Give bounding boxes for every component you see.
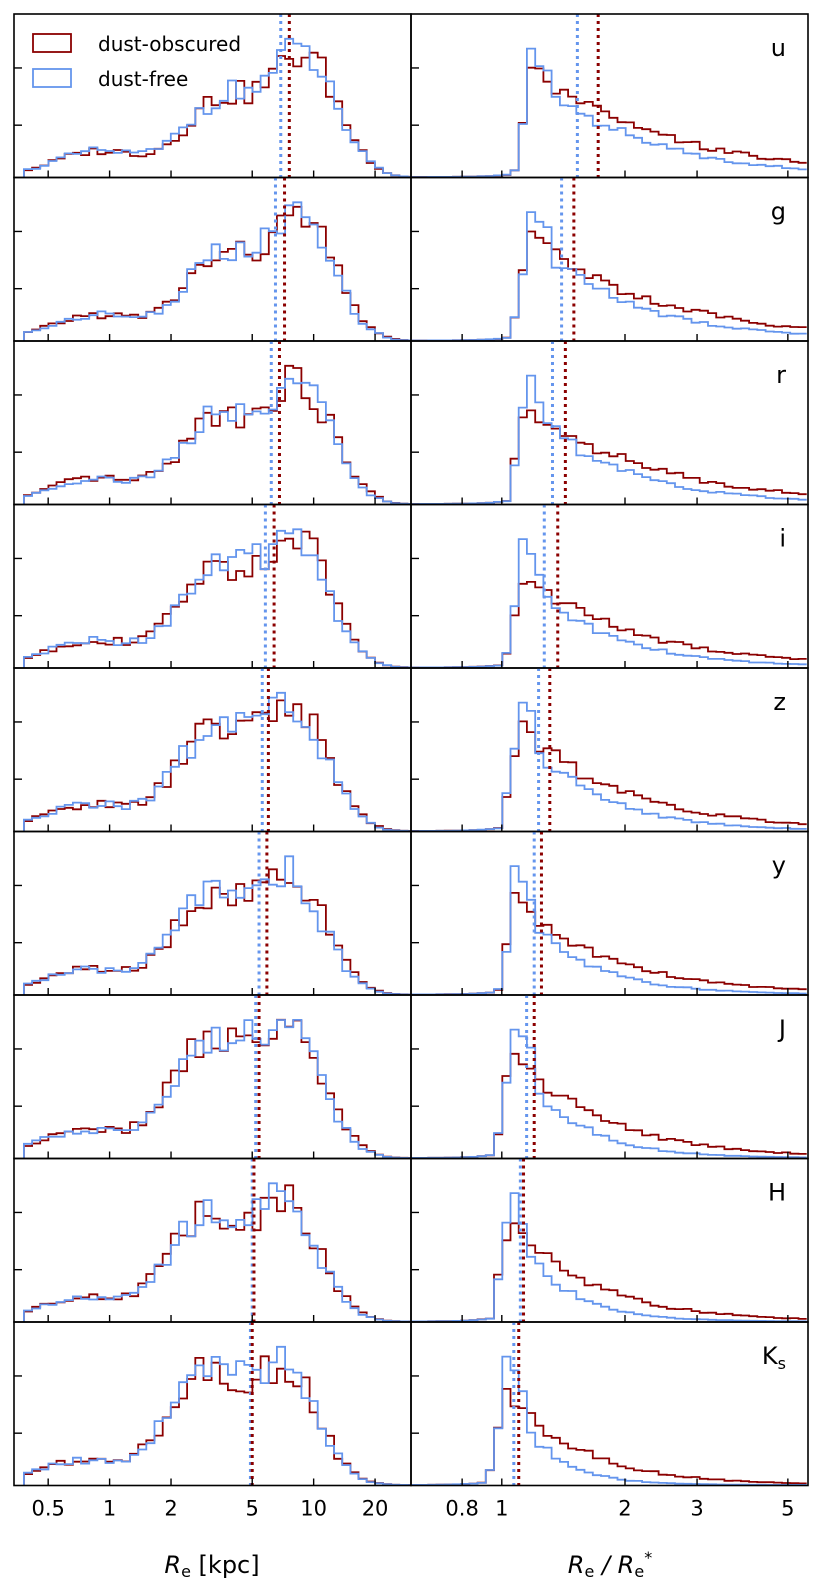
left-hist-dust-obscured-r [23, 364, 411, 505]
left-hist-dust-obscured-u [23, 51, 411, 178]
right-xtick-label-4: 5 [781, 1497, 794, 1521]
right-panel-8 [411, 1322, 807, 1486]
left-panel-2 [23, 341, 411, 505]
right-panel-7 [411, 1158, 807, 1322]
legend-label-dust-free: dust-free [98, 67, 188, 91]
left-panel-3 [23, 504, 411, 668]
x-axes-layer: 0.5 1 2 5 10 20 0.8 1 2 3 5 [31, 170, 795, 1521]
left-xtick-label-5: 20 [362, 1497, 389, 1521]
band-label-i: i [779, 525, 786, 553]
left-panel-8 [23, 1322, 411, 1486]
left-hist-dust-obscured-H [23, 1184, 411, 1322]
left-hist-dust-obscured-K [23, 1355, 411, 1486]
right-frame-4 [410, 667, 809, 833]
left-hist-dust-free-H [23, 1182, 411, 1322]
right-hist-dust-free-H [411, 1192, 807, 1322]
band-label-u: u [771, 34, 786, 62]
right-hist-dust-obscured-g [411, 230, 807, 341]
right-hist-dust-free-K [411, 1355, 807, 1486]
right-xtick-label-2: 2 [618, 1497, 631, 1521]
right-x-axis-title-sub: e [584, 1562, 594, 1581]
left-hist-dust-free-g [23, 201, 411, 341]
band-label-J: J [777, 1015, 786, 1043]
right-xtick-label-1: 1 [495, 1497, 508, 1521]
band-label-H: H [768, 1179, 786, 1207]
right-hist-dust-free-g [411, 211, 807, 341]
right-frame-6 [410, 994, 809, 1160]
right-x-axis-title: Re / Re* [568, 1548, 652, 1581]
right-hist-dust-obscured-J [411, 1052, 807, 1159]
left-panel-4 [23, 668, 411, 832]
right-frame-8 [410, 1321, 809, 1487]
left-x-axis-title-main: R [164, 1551, 181, 1579]
right-panel-1 [411, 177, 807, 341]
legend-swatch-dust-free [32, 68, 72, 88]
left-xtick-label-3: 5 [246, 1497, 259, 1521]
left-x-axis-title-tail: [kpc] [191, 1551, 260, 1579]
left-panel-1 [23, 177, 411, 341]
right-panel-0 [411, 14, 807, 178]
right-x-axis-title-mid: / R [594, 1551, 634, 1579]
left-hist-dust-free-J [23, 1019, 411, 1159]
band-label-y: y [772, 852, 786, 880]
left-hist-dust-free-K [23, 1345, 411, 1486]
left-xtick-label-2: 2 [164, 1497, 177, 1521]
legend-label-dust-obscured: dust-obscured [98, 32, 241, 56]
left-xtick-label-1: 1 [103, 1497, 116, 1521]
left-hist-dust-free-u [23, 37, 411, 178]
right-hist-dust-obscured-i [411, 581, 807, 668]
right-x-axis-title-sup2: * [644, 1548, 652, 1567]
legend-swatch-dust-obscured [32, 33, 72, 53]
right-xtick-label-0: 0.8 [445, 1497, 478, 1521]
left-hist-dust-free-i [23, 528, 411, 668]
band-label-K: Ks [762, 1342, 786, 1373]
left-hist-dust-free-z [23, 691, 411, 832]
left-xtick-label-0: 0.5 [31, 1497, 64, 1521]
left-hist-dust-obscured-i [23, 530, 411, 668]
left-xtick-label-4: 10 [300, 1497, 327, 1521]
right-frame-3 [410, 503, 809, 669]
left-hist-dust-free-r [23, 377, 411, 505]
right-hist-dust-obscured-K [411, 1388, 807, 1486]
left-panel-0 [23, 14, 411, 178]
right-frame-7 [410, 1157, 809, 1323]
right-x-axis-title-main: R [568, 1551, 585, 1579]
left-x-axis-title: Re [kpc] [164, 1551, 259, 1581]
right-hist-dust-obscured-r [411, 409, 807, 505]
panels-layer: u g r i z y J H Ks [13, 13, 809, 1487]
left-panel-7 [23, 1158, 411, 1322]
right-hist-dust-free-y [411, 865, 807, 995]
right-hist-dust-free-J [411, 1028, 807, 1159]
right-panel-6 [411, 995, 807, 1159]
right-frame-1 [410, 176, 809, 342]
band-label-r: r [776, 361, 786, 389]
right-frame-2 [410, 340, 809, 506]
band-label-z: z [773, 688, 786, 716]
right-hist-dust-free-r [411, 374, 807, 505]
right-panel-2 [411, 341, 807, 505]
right-panel-3 [411, 504, 807, 668]
right-panel-4 [411, 668, 807, 832]
right-hist-dust-free-z [411, 701, 807, 832]
band-label-g: g [771, 198, 786, 226]
left-panel-6 [23, 995, 411, 1159]
right-hist-dust-free-u [411, 47, 807, 178]
left-hist-dust-obscured-g [23, 205, 411, 341]
band-label-sub-K: s [778, 1354, 786, 1373]
left-hist-dust-free-y [23, 855, 411, 995]
right-hist-dust-obscured-y [411, 892, 807, 995]
right-hist-dust-free-i [411, 538, 807, 668]
left-panel-5 [23, 831, 411, 995]
left-x-axis-title-sub: e [181, 1562, 191, 1581]
right-hist-dust-obscured-z [411, 720, 807, 832]
right-hist-dust-obscured-u [411, 66, 807, 178]
right-x-axis-title-sub2: e [634, 1562, 644, 1581]
legend: dust-obscured dust-free [32, 32, 241, 91]
right-panel-5 [411, 831, 807, 995]
right-xtick-label-3: 3 [690, 1497, 703, 1521]
